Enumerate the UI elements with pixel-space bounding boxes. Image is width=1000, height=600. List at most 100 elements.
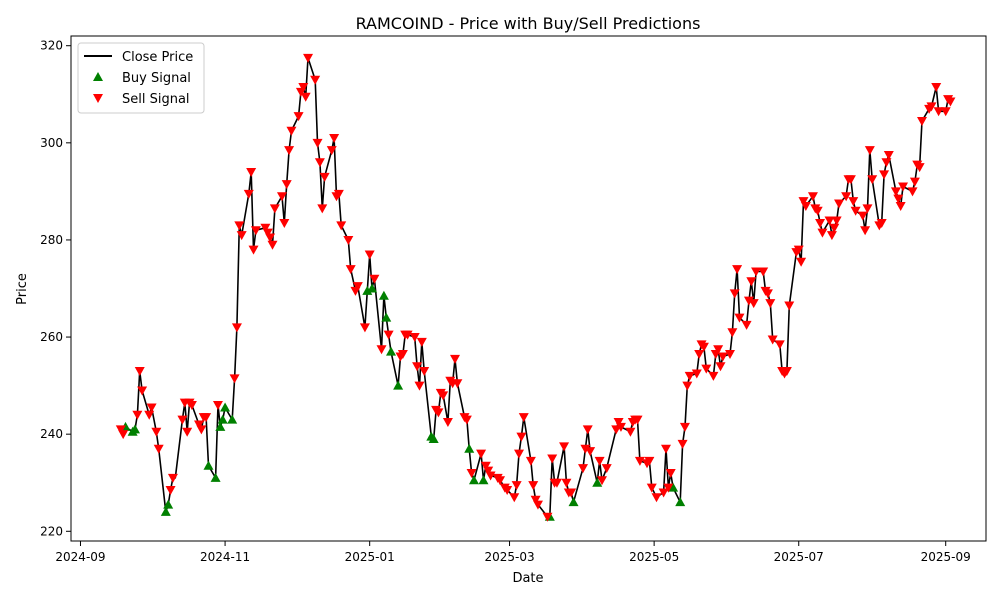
sell-signal-marker <box>319 172 330 182</box>
sell-signal-marker <box>286 126 297 136</box>
sell-signal-marker <box>741 320 752 330</box>
sell-signal-marker <box>907 187 918 197</box>
sell-signal-marker <box>698 342 709 352</box>
buy-signal-marker <box>220 402 231 412</box>
sell-signal-marker <box>452 379 463 389</box>
sell-signal-marker <box>812 206 823 216</box>
sell-signal-marker <box>893 194 904 204</box>
sell-signal-marker <box>134 367 145 377</box>
plot-frame <box>70 35 987 542</box>
sell-signal-marker <box>765 299 776 309</box>
sell-signal-marker <box>461 415 472 425</box>
buy-signal-marker <box>367 283 378 293</box>
sell-signal-marker <box>829 223 840 233</box>
sell-signal-marker <box>414 381 425 391</box>
sell-signal-marker <box>303 53 314 63</box>
sell-signal-marker <box>326 146 337 156</box>
sell-signal-marker <box>864 146 875 156</box>
sell-signal-marker <box>509 493 520 503</box>
sell-signal-marker <box>845 175 856 185</box>
sell-signal-marker <box>798 197 809 207</box>
sell-signal-marker <box>511 481 522 491</box>
sell-signal-marker <box>651 493 662 503</box>
sell-signal-marker <box>625 427 636 437</box>
series-layer <box>115 53 956 522</box>
sell-signal-marker <box>857 211 868 221</box>
sell-signal-marker <box>691 369 702 379</box>
sell-signal-marker <box>118 430 129 440</box>
sell-signal-marker <box>708 371 719 381</box>
buy-signal-marker <box>478 475 489 485</box>
sell-signal-marker <box>167 473 178 483</box>
sell-signal-marker <box>317 204 328 214</box>
sell-signal-marker <box>751 267 762 277</box>
sell-signal-marker <box>834 199 845 209</box>
sell-signal-marker <box>165 486 176 496</box>
x-tick-label: 2025-07 <box>774 550 824 564</box>
sell-signal-marker <box>860 226 871 236</box>
buy-signal-marker <box>210 472 221 482</box>
sell-signal-marker <box>748 299 759 309</box>
sell-signal-marker <box>743 296 754 306</box>
y-tick-label: 280 <box>40 233 63 247</box>
sell-signal-marker <box>566 488 577 498</box>
buy-signal-marker <box>428 434 439 444</box>
y-axis-label: Price <box>15 273 30 305</box>
sell-signal-marker <box>582 425 593 435</box>
sell-signal-marker <box>194 420 205 430</box>
buy-signal-marker <box>386 346 397 356</box>
y-tick-label: 260 <box>40 330 63 344</box>
sell-signal-marker <box>578 464 589 474</box>
sell-signal-marker <box>734 313 745 323</box>
sell-signal-marker <box>260 223 271 233</box>
sell-signal-marker <box>329 133 340 143</box>
sell-signal-marker <box>516 432 527 442</box>
legend-box <box>77 42 205 114</box>
buy-signal-marker <box>160 506 171 516</box>
sell-signal-marker <box>848 197 859 207</box>
sell-signal-marker <box>594 456 605 466</box>
sell-signal-marker <box>279 218 290 228</box>
sell-signal-marker <box>815 218 826 228</box>
sell-signal-marker <box>793 245 804 255</box>
sell-signal-marker <box>153 444 164 454</box>
buy-signal-marker <box>203 460 214 470</box>
buy-signal-marker <box>675 497 686 507</box>
sell-signal-marker <box>679 422 690 432</box>
sell-signal-marker <box>542 512 553 522</box>
sell-signal-marker <box>715 362 726 372</box>
sell-signal-marker <box>137 386 148 396</box>
sell-signal-marker <box>596 476 607 486</box>
sell-signal-marker <box>281 180 292 190</box>
sell-signal-marker <box>246 167 257 177</box>
sell-signal-marker <box>412 362 423 372</box>
x-tick-label: 2025-03 <box>484 550 534 564</box>
sell-signal-marker <box>732 265 743 275</box>
legend-label-close: Close Price <box>122 50 193 65</box>
buy-signal-marker <box>381 312 392 322</box>
sell-signal-marker <box>758 267 769 277</box>
sell-signal-marker <box>826 231 837 241</box>
sell-signal-marker <box>250 226 261 236</box>
sell-signal-marker <box>926 102 937 112</box>
sell-signal-marker <box>774 340 785 350</box>
sell-signal-marker <box>265 233 276 243</box>
sell-signal-marker <box>767 335 778 345</box>
buy-signal-marker <box>378 290 389 300</box>
sell-signal-marker <box>293 112 304 122</box>
sell-signal-marker <box>525 456 536 466</box>
sell-signal-marker <box>343 235 354 245</box>
chart-title: RAMCOIND - Price with Buy/Sell Predictio… <box>356 14 701 33</box>
sell-signal-marker <box>547 454 558 464</box>
y-axis: 220 240 260 280 300 320 <box>40 39 71 538</box>
sell-signal-marker <box>480 461 491 471</box>
sell-signal-marker <box>212 401 223 411</box>
sell-signal-marker <box>416 337 427 347</box>
sell-signal-marker <box>442 418 453 428</box>
sell-signal-marker <box>781 367 792 377</box>
x-tick-label: 2024-09 <box>55 550 105 564</box>
buy-signal-marker <box>592 477 603 487</box>
sell-signal-marker <box>646 483 657 493</box>
y-tick-label: 320 <box>40 39 63 53</box>
sell-signal-marker <box>881 158 892 168</box>
